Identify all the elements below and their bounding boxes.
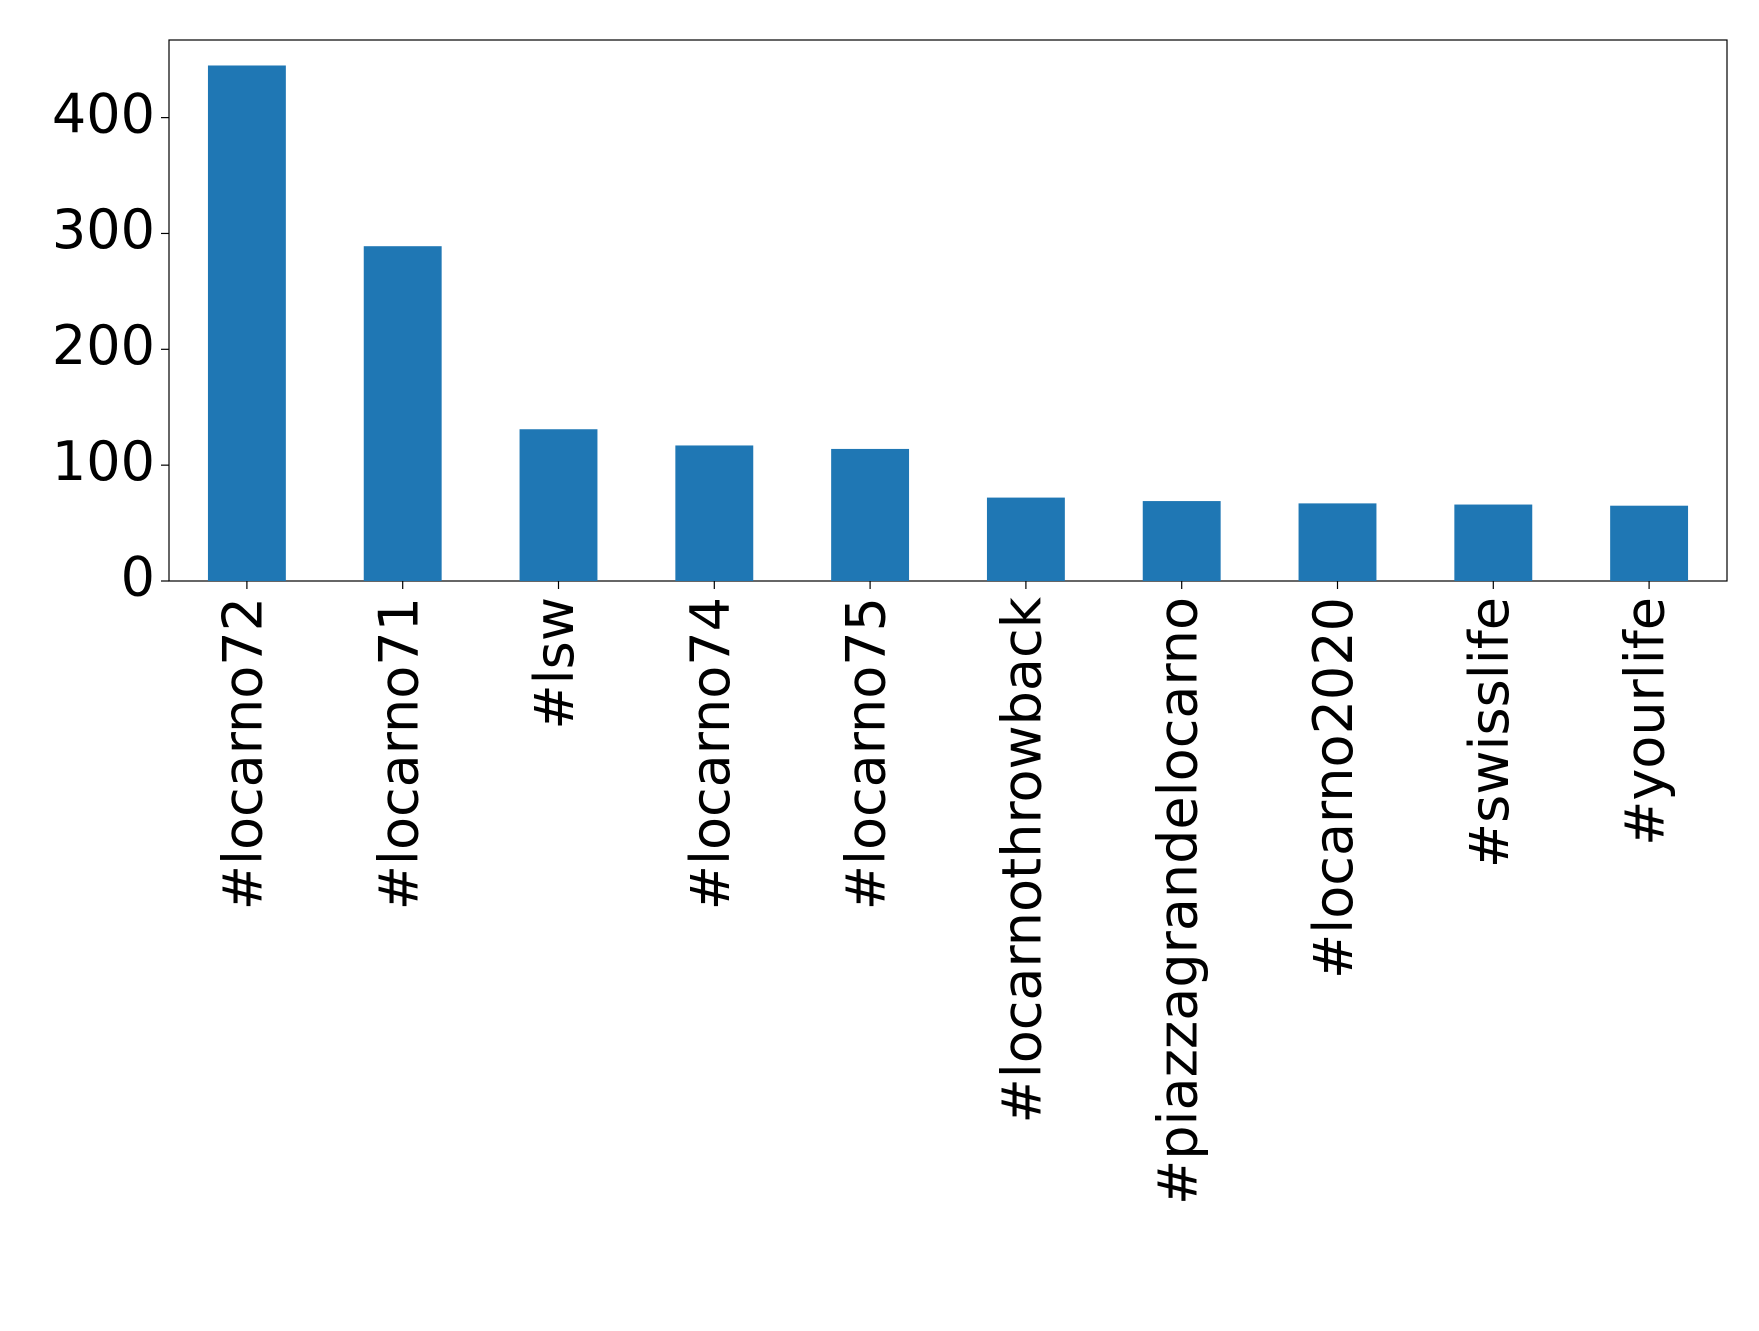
plot-frame <box>168 39 1728 582</box>
x-tick-label: #locarnothrowback <box>991 596 1054 1123</box>
bar <box>831 448 910 581</box>
x-tick-label: #swisslife <box>1458 597 1521 868</box>
x-tick-label: #yourlife <box>1614 597 1677 846</box>
y-tick-label: 300 <box>52 198 155 261</box>
bar <box>675 445 754 581</box>
bar <box>1454 504 1533 581</box>
x-tick-label: #locarno72 <box>212 597 275 910</box>
x-tick-label: #locarno71 <box>367 597 430 910</box>
bar <box>363 246 442 581</box>
y-tick-label: 0 <box>121 546 155 609</box>
y-tick-label: 400 <box>52 82 155 145</box>
x-tick-label: #locarno2020 <box>1302 597 1365 979</box>
x-tick-label: #lsw <box>523 597 586 730</box>
x-tick-label: #locarno74 <box>679 597 742 910</box>
x-tick-label: #piazzagrandelocarno <box>1146 597 1209 1205</box>
bar <box>519 429 598 581</box>
bar <box>1298 503 1377 581</box>
bar <box>207 65 286 581</box>
y-tick-label: 100 <box>52 430 155 493</box>
bar <box>986 497 1065 581</box>
y-tick-label: 200 <box>52 314 155 377</box>
x-tick-label: #locarno75 <box>835 597 898 910</box>
bar <box>1610 505 1689 581</box>
bar <box>1142 501 1221 581</box>
